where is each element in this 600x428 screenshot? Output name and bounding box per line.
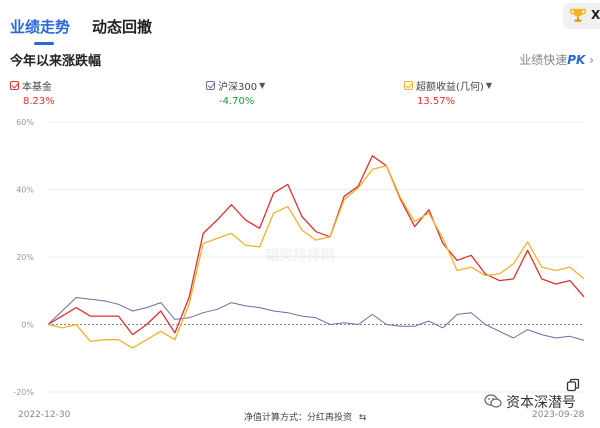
tab-performance-trend[interactable]: 业绩走势 bbox=[10, 18, 71, 36]
y-tick-label: -20% bbox=[13, 388, 34, 397]
legend-item-csi300[interactable]: 沪深300 ▼ -4.70% bbox=[206, 78, 265, 107]
series-layer bbox=[47, 155, 585, 349]
legend-item-excess-return[interactable]: 超额收益(几何) ▼ 13.57% bbox=[404, 78, 492, 107]
checkbox-icon[interactable] bbox=[206, 81, 215, 90]
y-tick-label: 20% bbox=[16, 253, 34, 262]
chevron-right-icon: › bbox=[589, 53, 594, 67]
y-tick-label: 60% bbox=[16, 118, 34, 127]
badge-label: X2 bbox=[591, 8, 600, 22]
series-line-0 bbox=[47, 155, 585, 336]
y-tick-label: 40% bbox=[16, 186, 34, 195]
start-date: 2022-12-30 bbox=[18, 410, 71, 420]
checkbox-icon[interactable] bbox=[404, 81, 413, 90]
legend-value: -4.70% bbox=[219, 96, 255, 107]
wechat-icon bbox=[484, 394, 502, 408]
legend-value: 8.23% bbox=[23, 96, 55, 107]
active-tab-indicator bbox=[34, 42, 54, 45]
y-tick-label: 0% bbox=[21, 321, 34, 330]
pk-prefix: 业绩快速 bbox=[519, 53, 568, 67]
section-subtitle: 今年以来涨跌幅 bbox=[10, 54, 102, 69]
caret-down-icon[interactable]: ▼ bbox=[485, 81, 492, 90]
grid-layer: 60% 40% 20% 0% -20% bbox=[13, 118, 584, 397]
copy-icon[interactable] bbox=[566, 378, 580, 392]
legend-name: 超额收益(几何) bbox=[416, 82, 484, 93]
trophy-badge[interactable]: X2 bbox=[563, 3, 600, 29]
checkbox-icon[interactable] bbox=[10, 81, 19, 90]
performance-line-chart[interactable]: 60% 40% 20% 0% -20% 韬笑排排网 bbox=[0, 110, 600, 402]
calc-method[interactable]: 净值计算方式：分红再投资 ⇆ bbox=[244, 410, 366, 423]
caret-down-icon[interactable]: ▼ bbox=[259, 81, 266, 90]
watermark-text: 资本深潜号 bbox=[506, 395, 576, 411]
legend-name: 本基金 bbox=[22, 82, 52, 93]
legend-item-fund[interactable]: 本基金 8.23% bbox=[10, 78, 55, 107]
calc-method-label: 净值计算方式：分红再投资 bbox=[244, 413, 353, 423]
swap-icon[interactable]: ⇆ bbox=[358, 413, 367, 423]
legend-value: 13.57% bbox=[417, 96, 456, 107]
series-line-2 bbox=[47, 165, 585, 349]
pk-label: PK bbox=[567, 53, 586, 67]
end-date: 2023-09-28 bbox=[532, 410, 585, 420]
tab-dynamic-drawdown[interactable]: 动态回撤 bbox=[92, 18, 153, 36]
quick-pk-link[interactable]: 业绩快速PK › bbox=[519, 51, 594, 68]
trophy-icon bbox=[570, 8, 586, 22]
series-line-1 bbox=[47, 297, 585, 341]
chart-watermark: 韬笑排排网 bbox=[265, 247, 335, 264]
legend-name: 沪深300 bbox=[218, 82, 258, 93]
